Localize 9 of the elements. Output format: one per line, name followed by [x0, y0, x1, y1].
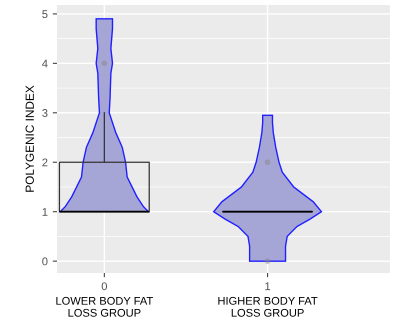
- text: HIGHER BODY FAT LOSS GROUP: [218, 296, 318, 317]
- y-tick-label: 3: [42, 109, 48, 117]
- y-tick-label: 4: [42, 60, 48, 68]
- y-tick-label: 1: [42, 208, 48, 216]
- y-tick-label: 0: [42, 257, 48, 266]
- text: LOWER BODY FAT LOSS GROUP: [56, 296, 153, 317]
- y-tick-label: 2: [42, 158, 48, 166]
- y-tick-label: 5: [42, 10, 48, 18]
- y-axis-title: POLYGENIC INDEX: [26, 86, 34, 192]
